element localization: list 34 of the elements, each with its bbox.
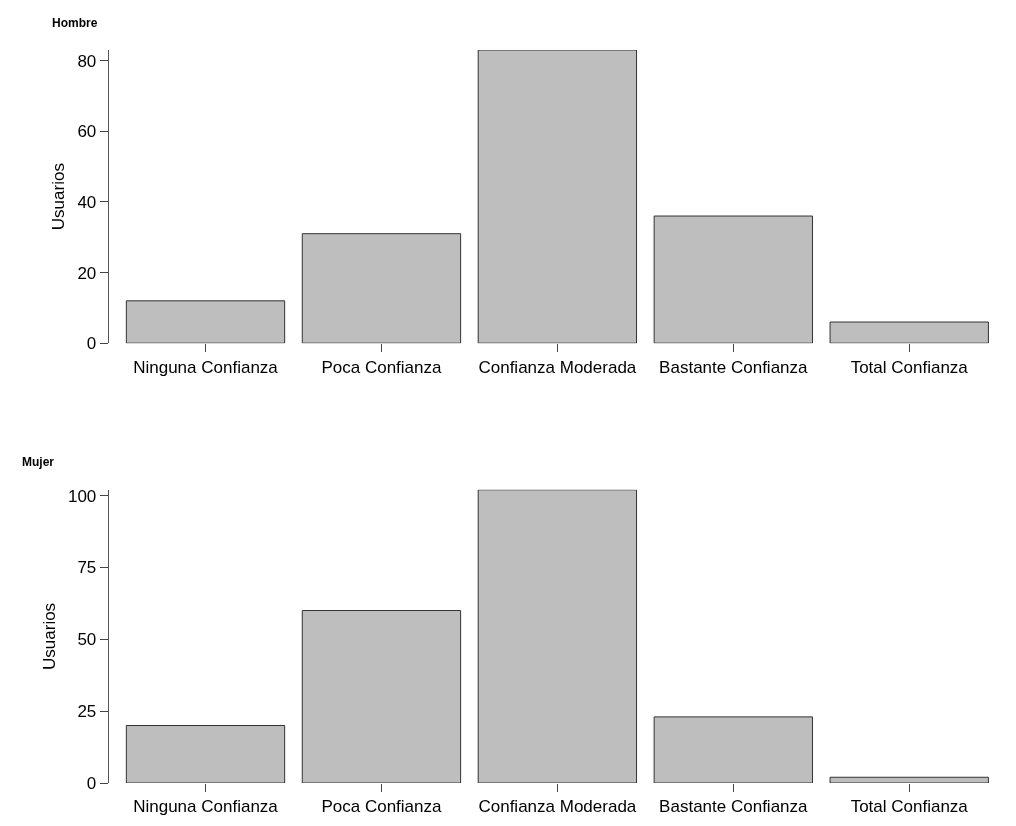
bar <box>477 50 638 344</box>
bar <box>477 489 638 783</box>
x-tick-label: Confianza Moderada <box>478 357 637 377</box>
bar <box>653 716 813 783</box>
y-tick-label: 0 <box>86 773 97 793</box>
y-tick-label: 80 <box>77 51 97 71</box>
x-tick-label: Total Confianza <box>850 357 969 377</box>
x-tick-label: Confianza Moderada <box>478 797 637 817</box>
bar <box>829 776 989 783</box>
x-tick-label: Poca Confianza <box>321 357 442 377</box>
x-tick-label: Poca Confianza <box>321 797 442 817</box>
y-tick-label: 25 <box>77 702 97 722</box>
bar <box>653 215 813 344</box>
y-axis-title: Usuarios <box>39 602 59 670</box>
y-tick-label: 40 <box>77 192 97 212</box>
x-tick-label: Bastante Confianza <box>659 797 809 817</box>
y-tick-label: 100 <box>67 486 97 506</box>
bar <box>301 233 462 344</box>
chart-title: Hombre <box>52 16 98 30</box>
bar <box>125 300 286 344</box>
y-axis-title: Usuarios <box>48 163 68 231</box>
y-tick-label: 50 <box>77 630 97 650</box>
chart-title: Mujer <box>22 455 55 469</box>
bar <box>301 610 462 783</box>
x-tick-label: Ninguna Confianza <box>133 797 279 817</box>
y-tick-label: 75 <box>77 558 97 578</box>
y-tick-label: 0 <box>86 334 97 354</box>
x-tick-label: Ninguna Confianza <box>133 357 279 377</box>
bar <box>125 725 286 783</box>
x-tick-label: Bastante Confianza <box>659 357 809 377</box>
y-tick-label: 60 <box>77 122 97 142</box>
x-tick-label: Total Confianza <box>850 797 969 817</box>
y-tick-label: 20 <box>77 263 97 283</box>
bar <box>829 321 989 344</box>
